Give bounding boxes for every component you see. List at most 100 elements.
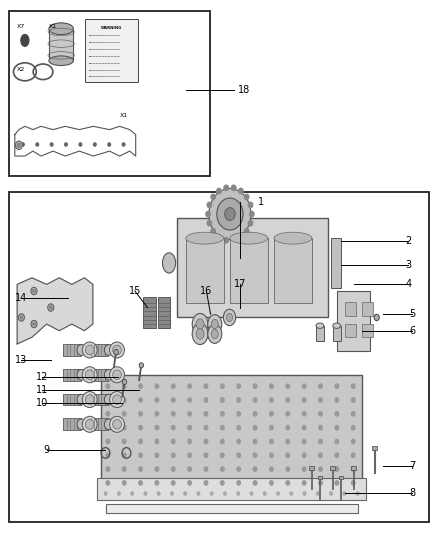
Bar [177, 219, 328, 318]
Circle shape [211, 194, 215, 199]
Circle shape [172, 481, 175, 485]
Bar [91, 369, 108, 381]
Text: 1: 1 [258, 197, 264, 207]
Circle shape [237, 453, 240, 457]
Circle shape [155, 439, 159, 443]
Text: 8: 8 [410, 488, 416, 498]
Circle shape [31, 287, 37, 295]
Ellipse shape [77, 419, 87, 430]
Circle shape [270, 398, 273, 402]
Circle shape [319, 439, 322, 443]
Circle shape [188, 481, 191, 485]
Bar [309, 466, 314, 470]
Text: 3: 3 [405, 260, 411, 270]
Circle shape [224, 492, 226, 495]
Circle shape [221, 398, 224, 402]
Circle shape [253, 425, 257, 430]
Ellipse shape [110, 367, 124, 383]
Circle shape [239, 235, 243, 240]
Circle shape [155, 411, 159, 416]
Circle shape [207, 202, 212, 207]
Circle shape [204, 467, 208, 471]
Circle shape [286, 425, 290, 430]
Circle shape [253, 411, 257, 416]
Circle shape [217, 235, 221, 240]
Circle shape [204, 398, 208, 402]
Circle shape [108, 143, 110, 146]
Bar [362, 302, 373, 316]
Bar [64, 344, 81, 356]
Circle shape [232, 185, 236, 190]
Ellipse shape [211, 319, 218, 329]
Circle shape [172, 411, 175, 416]
Circle shape [221, 453, 224, 457]
Text: 6: 6 [410, 326, 416, 336]
Circle shape [286, 467, 290, 471]
Bar [9, 11, 210, 176]
Circle shape [319, 398, 322, 402]
Text: ─────────────────────: ───────────────────── [88, 62, 120, 66]
Ellipse shape [77, 369, 87, 380]
Circle shape [33, 322, 35, 326]
Circle shape [248, 221, 253, 226]
Ellipse shape [85, 419, 94, 429]
Circle shape [188, 439, 191, 443]
Circle shape [123, 398, 126, 402]
Circle shape [48, 304, 54, 311]
Circle shape [239, 188, 243, 193]
Circle shape [206, 212, 210, 217]
Circle shape [33, 289, 35, 293]
Circle shape [20, 316, 23, 319]
Circle shape [317, 492, 319, 495]
Circle shape [106, 453, 110, 457]
Text: ─────────────────────: ───────────────────── [88, 76, 120, 79]
Ellipse shape [196, 319, 204, 329]
Text: 16: 16 [200, 286, 212, 296]
Ellipse shape [192, 324, 208, 344]
Circle shape [244, 194, 249, 199]
Bar [91, 418, 108, 430]
Circle shape [286, 411, 290, 416]
Circle shape [351, 425, 355, 430]
Circle shape [237, 467, 240, 471]
Circle shape [139, 362, 144, 368]
Bar [91, 394, 108, 406]
Text: ─────────────────────: ───────────────────── [88, 41, 120, 45]
Circle shape [106, 439, 110, 443]
Text: 4: 4 [405, 279, 411, 289]
Ellipse shape [113, 395, 121, 405]
Ellipse shape [226, 313, 233, 321]
Circle shape [139, 453, 142, 457]
Circle shape [270, 411, 273, 416]
Circle shape [139, 398, 142, 402]
Circle shape [144, 492, 147, 495]
Text: 13: 13 [15, 356, 28, 366]
Circle shape [139, 425, 142, 430]
Circle shape [123, 384, 126, 389]
Circle shape [237, 398, 240, 402]
Circle shape [172, 384, 175, 389]
Circle shape [319, 481, 322, 485]
Circle shape [335, 411, 339, 416]
Circle shape [237, 481, 240, 485]
Circle shape [221, 481, 224, 485]
Circle shape [319, 411, 322, 416]
Circle shape [123, 453, 126, 457]
Circle shape [335, 453, 339, 457]
Circle shape [250, 492, 253, 495]
Ellipse shape [208, 314, 222, 334]
Polygon shape [17, 278, 93, 344]
Bar [106, 504, 357, 513]
Circle shape [139, 384, 142, 389]
Circle shape [106, 411, 110, 416]
Circle shape [211, 229, 215, 234]
Ellipse shape [85, 395, 94, 405]
Bar [346, 324, 356, 337]
Circle shape [351, 481, 355, 485]
Ellipse shape [85, 370, 94, 379]
Ellipse shape [113, 345, 121, 355]
Circle shape [50, 143, 53, 146]
Ellipse shape [21, 35, 29, 46]
Ellipse shape [110, 392, 124, 408]
Circle shape [286, 384, 290, 389]
